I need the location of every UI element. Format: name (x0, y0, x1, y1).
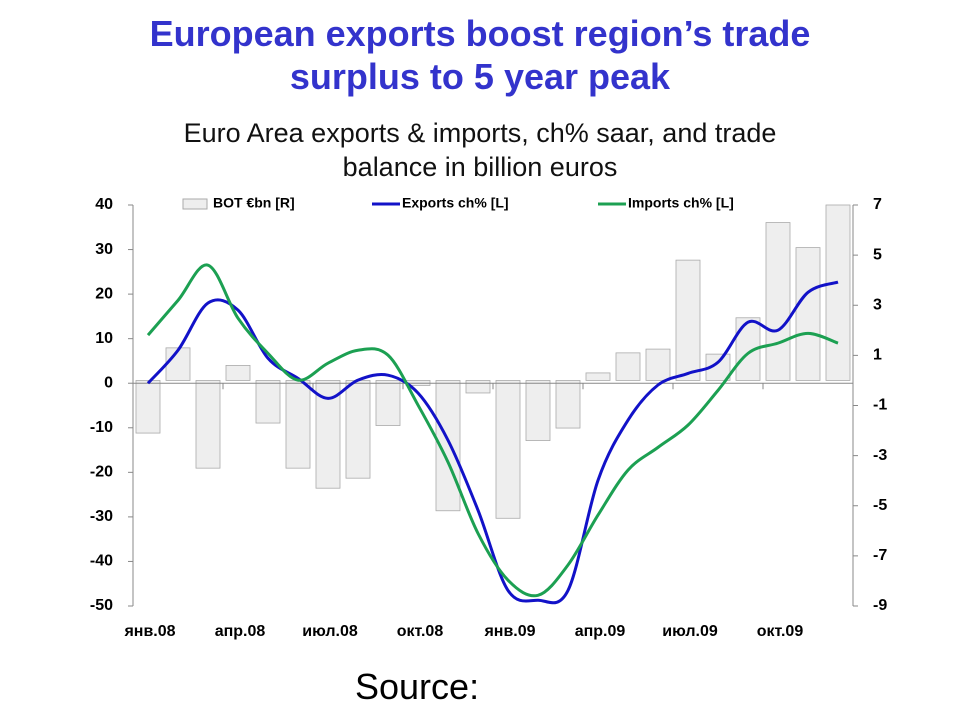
line (146, 263, 839, 598)
x-tick-label: апр.09 (575, 623, 626, 640)
y2-tick-label: -7 (873, 547, 887, 564)
bar (375, 380, 401, 426)
bar (495, 380, 521, 519)
y-tick-label: 40 (95, 196, 113, 213)
y2-tick-label: 3 (873, 296, 882, 313)
bar (645, 348, 671, 381)
y2-tick-label: 7 (873, 196, 882, 213)
y2-tick-label: -5 (873, 497, 887, 514)
bar (465, 380, 491, 394)
legend-swatch (182, 198, 208, 210)
y-tick-label: -10 (90, 419, 113, 436)
bar (615, 352, 641, 381)
y2-tick-label: -9 (873, 597, 887, 614)
bar (435, 380, 461, 512)
y-tick-label: -30 (90, 508, 113, 525)
y2-tick-label: -3 (873, 447, 887, 464)
bar (225, 364, 251, 381)
bar (135, 380, 161, 434)
bar (165, 347, 191, 381)
bar (795, 247, 821, 381)
y-tick-label: -50 (90, 597, 113, 614)
x-tick-label: окт.09 (757, 623, 804, 640)
y-tick-label: 20 (95, 285, 113, 302)
x-tick-label: янв.09 (483, 623, 535, 640)
legend-label: Exports ch% [L] (402, 195, 509, 211)
bar (525, 380, 551, 441)
y-tick-label: 10 (95, 330, 113, 347)
y2-tick-label: 1 (873, 347, 882, 364)
bar (285, 380, 311, 469)
x-tick-label: июл.09 (662, 623, 718, 640)
x-tick-label: апр.08 (215, 623, 266, 640)
legend-label: BOT €bn [R] (213, 195, 295, 211)
bar (195, 380, 221, 469)
source-note: Source: (355, 666, 480, 707)
y2-tick-label: 5 (873, 246, 882, 263)
chart-title: European exports boost region’s trade su… (149, 13, 811, 97)
y2-tick-label: -1 (873, 397, 887, 414)
bar (825, 204, 851, 381)
line (146, 280, 839, 605)
x-tick-label: июл.08 (302, 623, 358, 640)
chart-subtitle: Euro Area exports & imports, ch% saar, a… (183, 118, 777, 182)
bar (255, 380, 281, 424)
bar (765, 222, 791, 381)
y-tick-label: -40 (90, 553, 113, 570)
x-tick-label: окт.08 (397, 623, 444, 640)
bar (585, 372, 611, 381)
y-tick-label: -20 (90, 464, 113, 481)
y-tick-label: 0 (104, 374, 113, 391)
legend-label: Imports ch% [L] (628, 195, 734, 211)
bar (675, 259, 701, 381)
x-tick-label: янв.08 (123, 623, 175, 640)
bar (555, 380, 581, 429)
y-tick-label: 30 (95, 241, 113, 258)
bar (345, 380, 371, 479)
